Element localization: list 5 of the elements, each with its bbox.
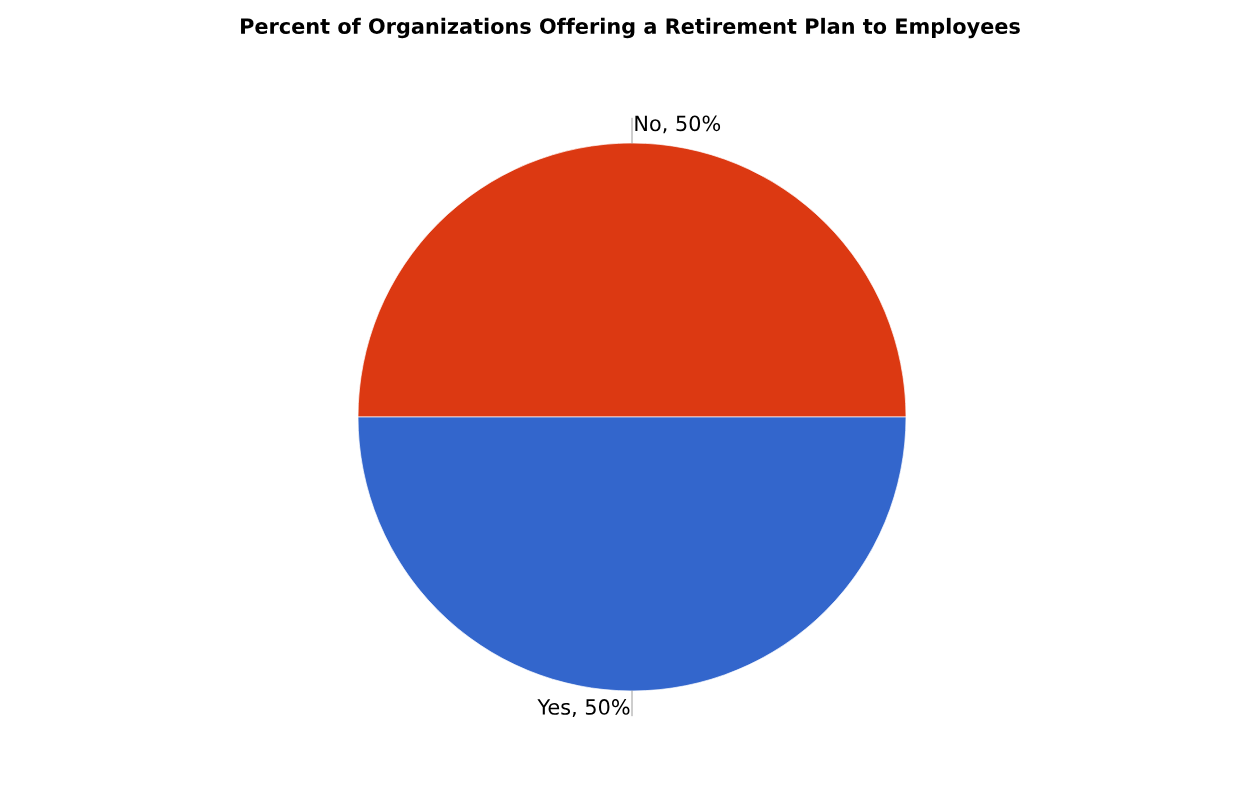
chart-title: Percent of Organizations Offering a Retirement Plan to Employees bbox=[241, 17, 1020, 39]
data-label: , 50% bbox=[572, 699, 630, 717]
slice-label: No bbox=[635, 115, 661, 132]
slice-label: Yes bbox=[537, 699, 571, 715]
data-label: , 50% bbox=[663, 115, 721, 134]
